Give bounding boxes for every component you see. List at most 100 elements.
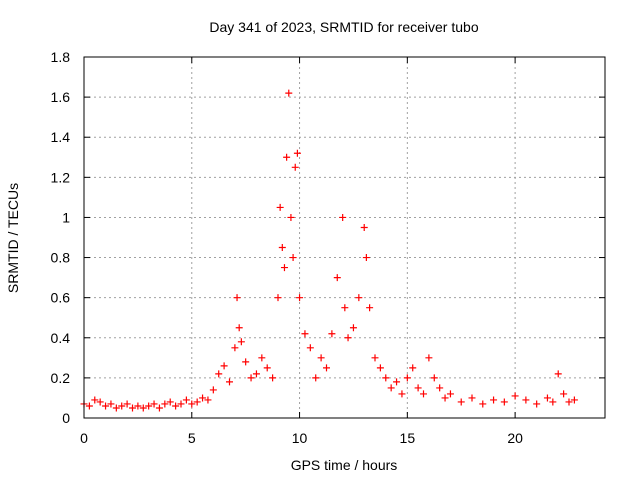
data-point-marker — [155, 404, 163, 412]
data-point-marker — [291, 163, 299, 171]
data-point-marker — [85, 402, 93, 410]
y-tick-labels: 0 0.2 0.4 0.6 0.8 1 1.2 1.4 1.6 1.8 — [51, 49, 71, 426]
x-tick-label: 20 — [507, 430, 523, 446]
data-point-marker — [446, 390, 454, 398]
data-point-marker — [161, 400, 169, 408]
chart-title: Day 341 of 2023, SRMTID for receiver tub… — [209, 19, 478, 35]
data-point-marker — [382, 374, 390, 382]
grid-lines — [84, 57, 605, 418]
data-point-marker — [511, 392, 519, 400]
data-point-marker — [193, 398, 201, 406]
data-point-marker — [274, 294, 282, 302]
data-point-marker — [118, 402, 126, 410]
data-point-marker — [441, 394, 449, 402]
data-point-marker — [425, 354, 433, 362]
data-point-marker — [362, 254, 370, 262]
data-point-marker — [233, 294, 241, 302]
data-point-marker — [570, 396, 578, 404]
data-point-marker — [145, 402, 153, 410]
data-point-marker — [468, 394, 476, 402]
data-point-marker — [328, 330, 336, 338]
y-axis-label: SRMTID / TECUs — [5, 183, 21, 293]
data-point-marker — [490, 396, 498, 404]
data-point-marker — [549, 398, 557, 406]
data-point-marker — [242, 358, 250, 366]
data-point-marker — [289, 254, 297, 262]
data-point-marker — [339, 213, 347, 221]
data-point-marker — [387, 384, 395, 392]
data-point-marker — [430, 374, 438, 382]
x-tick-label: 10 — [292, 430, 308, 446]
data-point-marker — [269, 374, 277, 382]
data-point-marker — [226, 378, 234, 386]
data-point-marker — [96, 398, 104, 406]
data-point-marker — [237, 338, 245, 346]
data-point-marker — [414, 384, 422, 392]
data-point-marker — [376, 364, 384, 372]
data-point-marker — [112, 404, 120, 412]
data-point-marker — [341, 304, 349, 312]
axis-ticks — [83, 56, 605, 419]
data-point-marker — [199, 394, 207, 402]
data-point-marker — [278, 244, 286, 252]
data-point-marker — [102, 402, 110, 410]
data-point-marker — [129, 404, 136, 412]
y-tick-label: 1.6 — [51, 89, 71, 105]
data-point-marker — [533, 400, 541, 408]
data-point-marker — [301, 330, 309, 338]
data-point-marker — [220, 362, 228, 370]
data-point-marker — [204, 396, 212, 404]
data-point-marker — [287, 213, 295, 221]
y-tick-label: 0 — [62, 410, 70, 426]
data-point-marker — [349, 324, 357, 332]
x-tick-label: 15 — [400, 430, 416, 446]
data-point-marker — [522, 396, 530, 404]
data-point-marker — [235, 324, 243, 332]
data-point-marker — [182, 396, 190, 404]
data-point-marker — [403, 374, 411, 382]
y-tick-label: 1 — [62, 209, 70, 225]
data-point-marker — [457, 398, 465, 406]
y-tick-label: 1.4 — [51, 129, 71, 145]
data-point-marker — [312, 374, 320, 382]
data-point-marker — [306, 344, 314, 352]
data-point-marker — [285, 89, 293, 97]
data-point-marker — [280, 264, 288, 272]
data-point-marker — [215, 370, 223, 378]
data-point-marker — [91, 396, 99, 404]
data-point-marker — [436, 384, 444, 392]
data-point-marker — [344, 334, 352, 342]
data-point-marker — [252, 370, 260, 378]
data-point-marker — [258, 354, 266, 362]
data-point-marker — [283, 153, 291, 161]
data-point-marker — [479, 400, 487, 408]
data-point-marker — [560, 390, 568, 398]
y-tick-label: 0.8 — [51, 250, 71, 266]
data-point-marker — [166, 398, 174, 406]
data-point-marker — [371, 354, 379, 362]
data-points — [80, 89, 578, 412]
plot-frame — [83, 56, 606, 419]
data-point-marker — [177, 400, 185, 408]
data-point-marker — [355, 294, 363, 302]
data-point-marker — [134, 402, 142, 410]
data-point-marker — [247, 374, 255, 382]
y-tick-label: 0.2 — [51, 370, 71, 386]
data-point-marker — [139, 404, 147, 412]
data-point-marker — [323, 364, 331, 372]
y-tick-label: 1.2 — [51, 169, 71, 185]
data-point-marker — [263, 364, 271, 372]
data-point-marker — [565, 398, 573, 406]
data-point-marker — [107, 400, 115, 408]
data-point-marker — [123, 400, 131, 408]
data-point-marker — [420, 390, 428, 398]
data-point-marker — [500, 398, 508, 406]
data-point-marker — [554, 370, 562, 378]
data-point-marker — [543, 394, 551, 402]
data-point-marker — [317, 354, 325, 362]
x-tick-label: 0 — [80, 430, 88, 446]
data-point-marker — [209, 386, 217, 394]
y-tick-label: 0.4 — [51, 330, 71, 346]
x-tick-label: 5 — [188, 430, 196, 446]
